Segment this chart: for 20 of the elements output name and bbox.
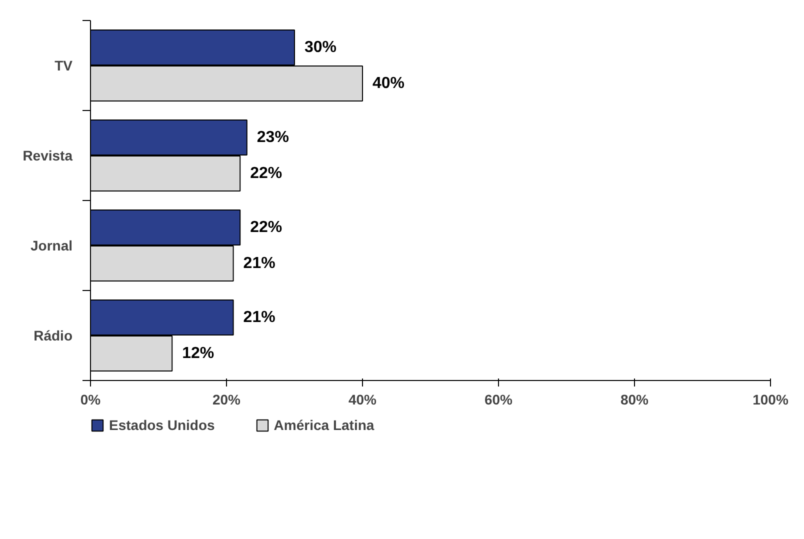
x-tick-label: 0% <box>80 392 102 408</box>
legend-label: América Latina <box>274 417 374 433</box>
y-tick-label: Revista <box>22 148 73 164</box>
data-label: 21% <box>243 309 276 326</box>
data-label: 12% <box>182 345 214 362</box>
data-label: 21% <box>243 255 276 272</box>
legend-label: Estados Unidos <box>109 417 215 433</box>
data-label: 22% <box>250 165 282 182</box>
x-tick-label: 80% <box>620 392 650 408</box>
data-label: 30% <box>304 39 337 56</box>
data-label: 23% <box>256 129 289 146</box>
data-label: 22% <box>250 219 282 236</box>
x-tick-label: 100% <box>752 392 789 408</box>
y-tick-label: Jornal <box>30 238 72 254</box>
y-tick-label: TV <box>54 58 74 74</box>
x-tick-label: 60% <box>484 392 514 408</box>
x-tick-label: 40% <box>348 392 378 408</box>
data-label: 40% <box>372 75 405 92</box>
x-tick-label: 20% <box>212 392 242 408</box>
y-tick-label: Rádio <box>34 328 72 344</box>
